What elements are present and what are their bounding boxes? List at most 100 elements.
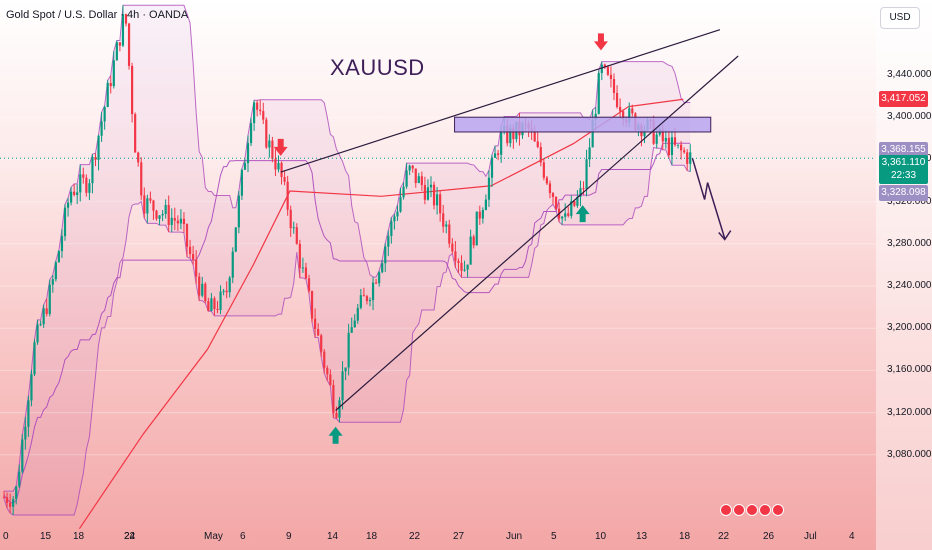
price-tick-label: 3,240.000 (887, 280, 932, 291)
candle-body (356, 307, 359, 321)
time-tick-label: 10 (595, 531, 607, 542)
candle-body (182, 218, 186, 225)
candle-body (554, 196, 558, 209)
candle-body (493, 153, 497, 158)
price-badge: 3,417.052 (879, 91, 928, 108)
candle-body (207, 301, 210, 311)
price-tick-label: 3,080.000 (887, 448, 932, 460)
candle-body (588, 147, 591, 160)
candle-body (551, 193, 555, 197)
candle-body (436, 194, 439, 206)
price-tick-label: 3,320.000 (887, 195, 932, 207)
candle-body (143, 195, 146, 214)
candle-body (371, 282, 375, 301)
candle-body (94, 157, 97, 160)
candle-body (85, 177, 88, 193)
candle-body (155, 210, 158, 219)
candle-body (384, 246, 387, 264)
time-tick-label: 27 (453, 531, 465, 542)
candle-body (582, 188, 585, 190)
time-tick-label: 22 (124, 531, 136, 542)
candle-body (512, 127, 515, 140)
candle-body (448, 224, 451, 244)
candle-body (432, 184, 436, 206)
candle-body (118, 42, 121, 46)
time-tick-label: 15 (40, 531, 52, 542)
candle-body (332, 384, 335, 413)
candle-body (381, 263, 384, 273)
candle-body (622, 111, 625, 120)
candle-body (393, 216, 396, 222)
candle-body (149, 198, 152, 201)
candle-body (350, 327, 353, 333)
time-tick-label: 18 (679, 531, 691, 542)
time-tick-label: 13 (636, 531, 648, 542)
candle-body (274, 158, 277, 170)
candle-body (429, 184, 433, 188)
candle-body (27, 400, 30, 427)
price-tick-label: 3,160.000 (887, 364, 932, 376)
candle-body (234, 227, 237, 252)
candle-body (631, 108, 634, 114)
price-tick-label: 3,440.000 (887, 69, 932, 80)
candle-body (667, 137, 670, 156)
time-tick-label: 26 (763, 531, 775, 542)
candle-body (396, 211, 399, 217)
candle-body (100, 121, 103, 136)
arrow-down-icon (273, 138, 288, 156)
candle-body (472, 236, 475, 246)
candle-body (115, 42, 118, 61)
candle-body (460, 262, 463, 271)
candle-body (173, 217, 176, 221)
candle-body (76, 192, 79, 195)
candle-body (326, 367, 329, 375)
candle-body (60, 236, 64, 252)
candle-body (619, 106, 622, 112)
candle-body (39, 324, 42, 326)
candle-body (161, 214, 164, 216)
candle-body (439, 194, 442, 214)
envelope-lower-line (3, 146, 691, 516)
candle-body (451, 243, 454, 252)
candle-body (42, 308, 45, 325)
candle-body (36, 324, 39, 343)
event-flag-icon (733, 504, 745, 516)
candle-body (341, 371, 344, 401)
candle-body (18, 471, 21, 487)
candle-body (536, 141, 539, 148)
time-tick-label: Jul (804, 531, 817, 542)
candle-body (179, 218, 182, 224)
candle-body (676, 144, 680, 146)
candle-body (344, 367, 347, 372)
candle-body (185, 224, 189, 247)
candle-body (329, 374, 332, 385)
candle-body (219, 291, 222, 310)
candle-body (655, 134, 658, 144)
candle-body (298, 243, 301, 269)
candle-body (414, 168, 417, 183)
candle-body (673, 137, 677, 145)
candle-body (606, 66, 609, 75)
candle-body (48, 284, 51, 314)
candle-body (140, 162, 143, 196)
candle-body (445, 224, 448, 227)
time-tick-label: 18 (73, 531, 85, 542)
candle-body (192, 254, 195, 260)
candle-body (176, 220, 179, 224)
currency-button[interactable]: USD (880, 7, 920, 29)
candle-body (478, 211, 481, 219)
candle-body (277, 162, 280, 170)
price-axis[interactable] (876, 0, 932, 550)
candle-body (323, 351, 326, 368)
candle-body (442, 213, 445, 227)
price-badge: 3,368.155 (879, 141, 928, 158)
candle-body (246, 143, 250, 164)
symbol-legend[interactable]: Gold Spot / U.S. Dollar · 4h · OANDA (6, 9, 189, 21)
candle-body (542, 162, 545, 178)
candle-body (463, 269, 466, 271)
time-tick-label: 6 (240, 531, 246, 542)
candle-body (484, 199, 487, 211)
candle-body (683, 150, 686, 153)
price-badge-value: 3,361.110 (881, 157, 926, 169)
